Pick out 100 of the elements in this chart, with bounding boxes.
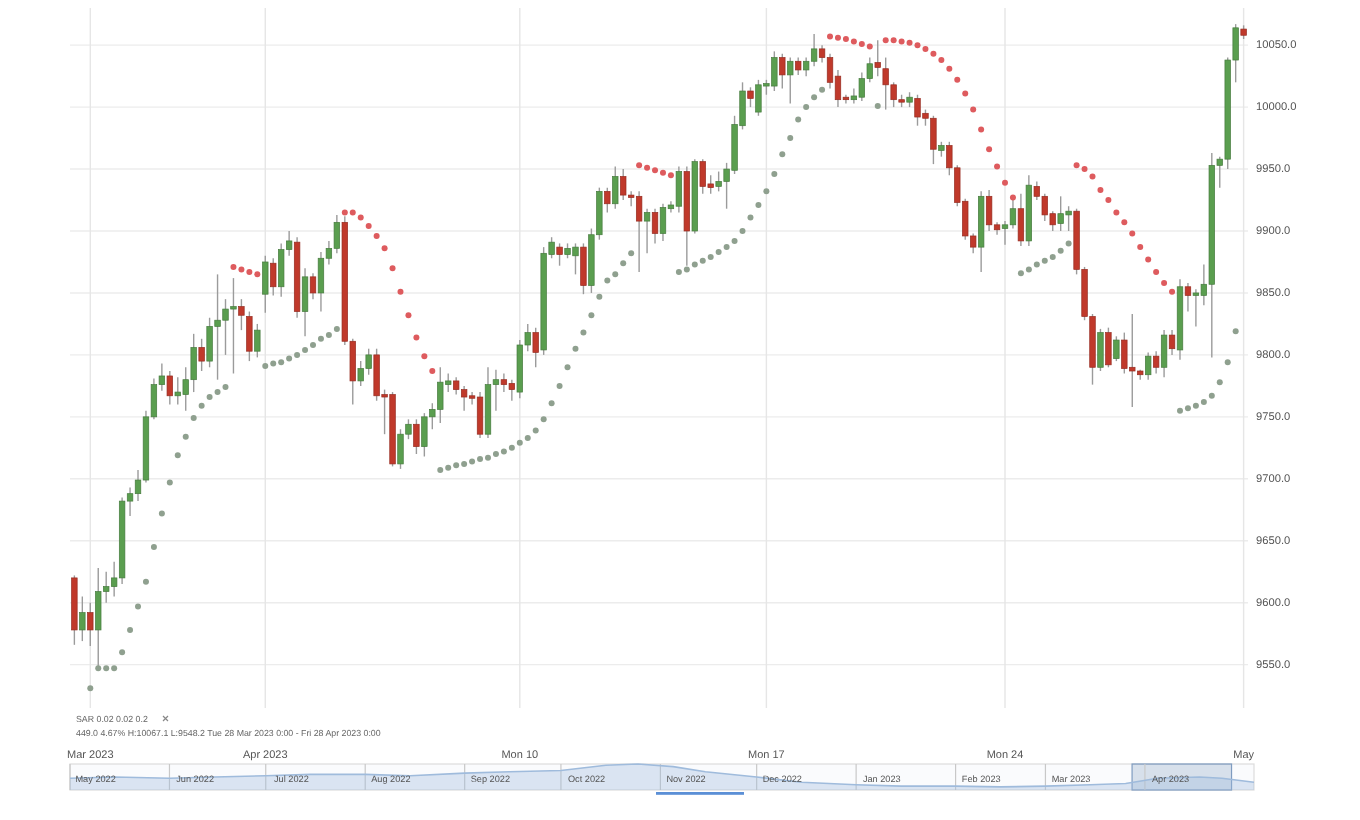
candlestick [500,372,508,393]
point [1137,244,1144,251]
candlestick [580,242,587,295]
candlestick [882,56,889,111]
candlestick [79,595,86,642]
candlestick [1097,328,1104,372]
point [858,40,865,47]
candlestick [365,348,372,376]
candlestick [198,338,205,372]
point [986,146,993,153]
candlestick [1153,350,1160,375]
candlestick [1129,313,1136,408]
point [1089,173,1096,180]
point [429,368,436,375]
candlestick [612,165,619,210]
candlestick [1192,288,1200,328]
candlestick [604,186,611,214]
candlestick [87,601,94,647]
candlestick [246,310,253,362]
candlestick [254,323,261,359]
candlestick [985,189,993,232]
candlestick [930,115,937,165]
candlestick [206,317,213,368]
point [906,39,913,46]
point [397,288,404,295]
candlestick [532,326,539,368]
candlestick [397,428,404,470]
point [1105,197,1112,204]
point [970,106,977,113]
point [238,266,245,273]
candlestick [476,391,484,439]
candlestick [222,298,229,356]
candlestick [787,56,794,105]
point [1081,166,1088,173]
candlestick [1065,205,1072,232]
point [230,263,237,270]
candlestick [572,242,579,276]
point [898,38,905,45]
point [938,57,945,64]
candlestick [643,208,651,255]
point [1145,256,1152,263]
candlestick [747,86,754,108]
point [866,43,873,50]
point [365,223,372,230]
candlestick [1121,331,1128,375]
candlestick [1057,195,1064,232]
candlestick [635,190,643,273]
candlestick [317,251,325,313]
point [890,37,897,44]
point [978,126,985,133]
candlestick [715,170,722,193]
point [389,265,396,272]
point [1002,179,1008,186]
point [636,162,643,169]
candlestick [460,385,468,412]
candlestick [1160,329,1168,378]
candlestick [421,412,428,458]
candlestick [1168,329,1176,356]
candlestick [556,242,563,267]
point [1097,187,1104,194]
point [914,42,921,49]
candlestick [1017,193,1025,247]
candlestick [174,376,181,406]
candlestick [262,255,269,314]
point [349,209,356,216]
point [834,34,841,41]
point [962,90,969,97]
candlestick [373,348,380,402]
point [405,312,412,319]
candlestick [214,273,221,381]
candlestick [413,418,420,455]
candlestick [771,50,778,92]
candlestick [270,257,277,297]
point [659,169,666,176]
point [413,334,420,341]
candlestick [699,158,706,195]
point [827,33,834,40]
candlestick [874,39,881,77]
point [667,172,674,179]
point [1161,280,1168,287]
candlestick [166,370,173,406]
candlestick [620,168,627,201]
candlestick [190,333,197,393]
point [1153,268,1160,275]
point [1129,230,1136,237]
candlestick [1145,351,1152,381]
candlestick [1184,282,1192,313]
candlestick [230,277,237,375]
candlestick [651,208,659,245]
candlestick [437,366,444,424]
candlestick [755,79,762,117]
point [994,163,1001,170]
point [652,167,659,174]
candlestick [779,53,786,90]
candlestick [1105,326,1112,368]
candlestick [659,203,667,242]
point [246,268,253,275]
candlestick [914,94,921,127]
point [357,214,364,221]
candlestick [508,378,515,402]
